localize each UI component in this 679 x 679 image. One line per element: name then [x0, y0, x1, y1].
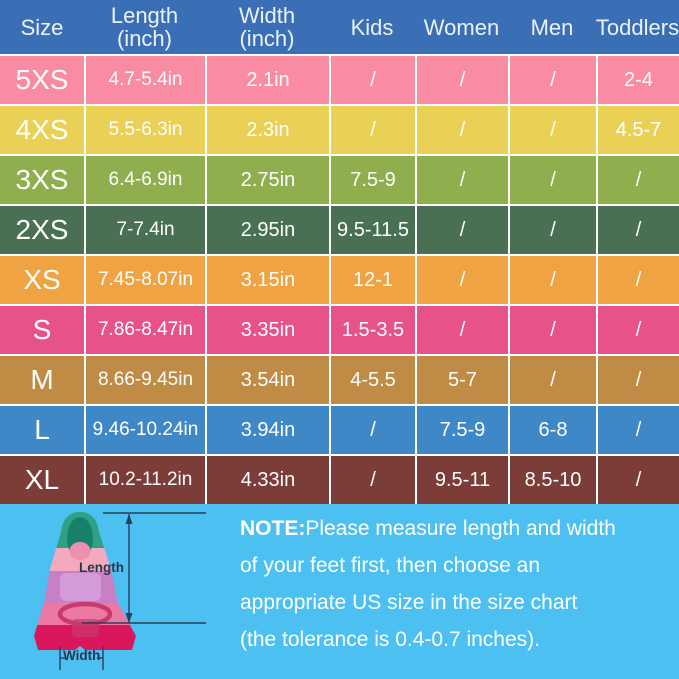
header-women: Women [423, 14, 500, 40]
cell-width: 3.15in [207, 256, 329, 304]
cell-length: 4.7-5.4in [86, 56, 205, 104]
cell-women: 9.5-11 [417, 456, 508, 504]
cell-women: / [417, 106, 508, 154]
cell-toddlers: / [598, 256, 679, 304]
size-chart-table: Size Length (inch) Width (inch) Kids Women… [0, 0, 679, 504]
cell-kids: 12-1 [331, 256, 415, 304]
cell-women: / [417, 306, 508, 354]
note-section: Length Width NOTE:Please measure length … [0, 504, 679, 679]
cell-size: XS [0, 256, 84, 304]
cell-width: 3.35in [207, 306, 329, 354]
cell-toddlers: / [598, 356, 679, 404]
cell-men: / [510, 356, 596, 404]
cell-width: 4.33in [207, 456, 329, 504]
header-width: Width (inch) [238, 3, 296, 51]
cell-length: 10.2-11.2in [86, 456, 205, 504]
cell-size: 5XS [0, 56, 84, 104]
cell-width: 3.94in [207, 406, 329, 454]
cell-women: / [417, 256, 508, 304]
note-text: NOTE:Please measure length and width of … [240, 510, 616, 658]
cell-length: 5.5-6.3in [86, 106, 205, 154]
cell-men: / [510, 256, 596, 304]
cell-length: 7-7.4in [86, 206, 205, 254]
cell-width: 2.3in [207, 106, 329, 154]
cell-length: 6.4-6.9in [86, 156, 205, 204]
header-toddlers: Toddlers [595, 14, 679, 40]
cell-length: 7.86-8.47in [86, 306, 205, 354]
cell-width: 2.95in [207, 206, 329, 254]
cell-kids: / [331, 56, 415, 104]
cell-size: M [0, 356, 84, 404]
cell-kids: 1.5-3.5 [331, 306, 415, 354]
cell-men: / [510, 156, 596, 204]
cell-women: 7.5-9 [417, 406, 508, 454]
cell-women: / [417, 206, 508, 254]
header-size: Size [20, 14, 64, 40]
cell-size: L [0, 406, 84, 454]
cell-kids: / [331, 406, 415, 454]
header-men: Men [530, 14, 574, 40]
cell-men: / [510, 56, 596, 104]
cell-length: 8.66-9.45in [86, 356, 205, 404]
cell-size: XL [0, 456, 84, 504]
cell-length: 9.46-10.24in [86, 406, 205, 454]
note-line: appropriate US size in the size chart [240, 591, 578, 614]
cell-toddlers: / [598, 306, 679, 354]
cell-kids: 7.5-9 [331, 156, 415, 204]
note-line: NOTE:Please measure length and width [240, 517, 616, 540]
header-kids: Kids [350, 14, 394, 40]
cell-men: 6-8 [510, 406, 596, 454]
cell-toddlers: / [598, 156, 679, 204]
cell-women: / [417, 56, 508, 104]
note-prefix: NOTE: [240, 517, 306, 540]
cell-kids: / [331, 106, 415, 154]
cell-toddlers: / [598, 456, 679, 504]
cell-size: 2XS [0, 206, 84, 254]
cell-toddlers: / [598, 206, 679, 254]
cell-men: 8.5-10 [510, 456, 596, 504]
swim-fin-illustration [34, 512, 206, 670]
cell-size: 3XS [0, 156, 84, 204]
table-header-row: Size Length (inch) Width (inch) Kids Women… [0, 0, 679, 54]
width-dimension-label: Width [63, 648, 101, 663]
cell-kids: 4-5.5 [331, 356, 415, 404]
header-length: Length (inch) [110, 3, 179, 51]
cell-toddlers: 2-4 [598, 56, 679, 104]
cell-men: / [510, 306, 596, 354]
note-line: of your feet first, then choose an [240, 554, 541, 577]
cell-toddlers: 4.5-7 [598, 106, 679, 154]
cell-kids: / [331, 456, 415, 504]
cell-toddlers: / [598, 406, 679, 454]
cell-length: 7.45-8.07in [86, 256, 205, 304]
note-line: (the tolerance is 0.4-0.7 inches). [240, 628, 540, 651]
cell-women: 5-7 [417, 356, 508, 404]
cell-women: / [417, 156, 508, 204]
cell-width: 2.75in [207, 156, 329, 204]
cell-width: 3.54in [207, 356, 329, 404]
table-body: 5XS 4.7-5.4in 2.1in / / / 2-4 4XS 5.5-6.… [0, 54, 679, 504]
cell-men: / [510, 206, 596, 254]
cell-width: 2.1in [207, 56, 329, 104]
cell-men: / [510, 106, 596, 154]
cell-size: S [0, 306, 84, 354]
cell-kids: 9.5-11.5 [331, 206, 415, 254]
length-dimension-label: Length [79, 560, 124, 575]
cell-size: 4XS [0, 106, 84, 154]
